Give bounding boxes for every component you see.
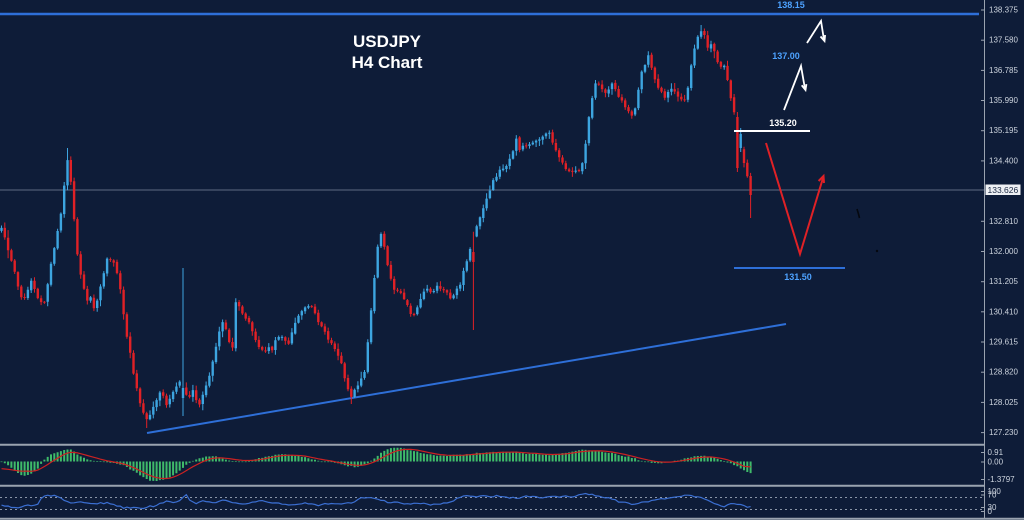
svg-text:133.626: 133.626: [988, 185, 1019, 195]
svg-text:-1.3797: -1.3797: [988, 475, 1016, 484]
svg-text:0.91: 0.91: [988, 448, 1004, 457]
svg-text:100: 100: [988, 487, 1002, 496]
svg-text:135.195: 135.195: [989, 126, 1018, 135]
svg-text:0.00: 0.00: [988, 458, 1004, 467]
svg-text:136.785: 136.785: [989, 66, 1018, 75]
svg-text:70: 70: [988, 491, 997, 500]
svg-text:137.580: 137.580: [989, 36, 1018, 45]
svg-text:USDJPY: USDJPY: [353, 32, 422, 51]
svg-text:138.15: 138.15: [777, 0, 805, 10]
svg-text:135.20: 135.20: [769, 118, 797, 128]
svg-text:130.410: 130.410: [989, 307, 1018, 316]
svg-text:0: 0: [988, 507, 993, 516]
svg-text:129.615: 129.615: [989, 338, 1018, 347]
svg-text:128.025: 128.025: [989, 398, 1018, 407]
svg-text:128.820: 128.820: [989, 368, 1018, 377]
svg-text:132.810: 132.810: [989, 217, 1018, 226]
svg-text:127.230: 127.230: [989, 428, 1018, 437]
svg-text:30: 30: [988, 503, 997, 512]
svg-text:135.990: 135.990: [989, 96, 1018, 105]
svg-text:132.000: 132.000: [989, 247, 1018, 256]
svg-text:131.205: 131.205: [989, 277, 1018, 286]
svg-text:138.375: 138.375: [989, 6, 1018, 15]
svg-text:134.400: 134.400: [989, 156, 1018, 165]
svg-text:137.00: 137.00: [772, 51, 800, 61]
svg-text:H4 Chart: H4 Chart: [352, 53, 423, 72]
svg-text:131.50: 131.50: [784, 272, 812, 282]
